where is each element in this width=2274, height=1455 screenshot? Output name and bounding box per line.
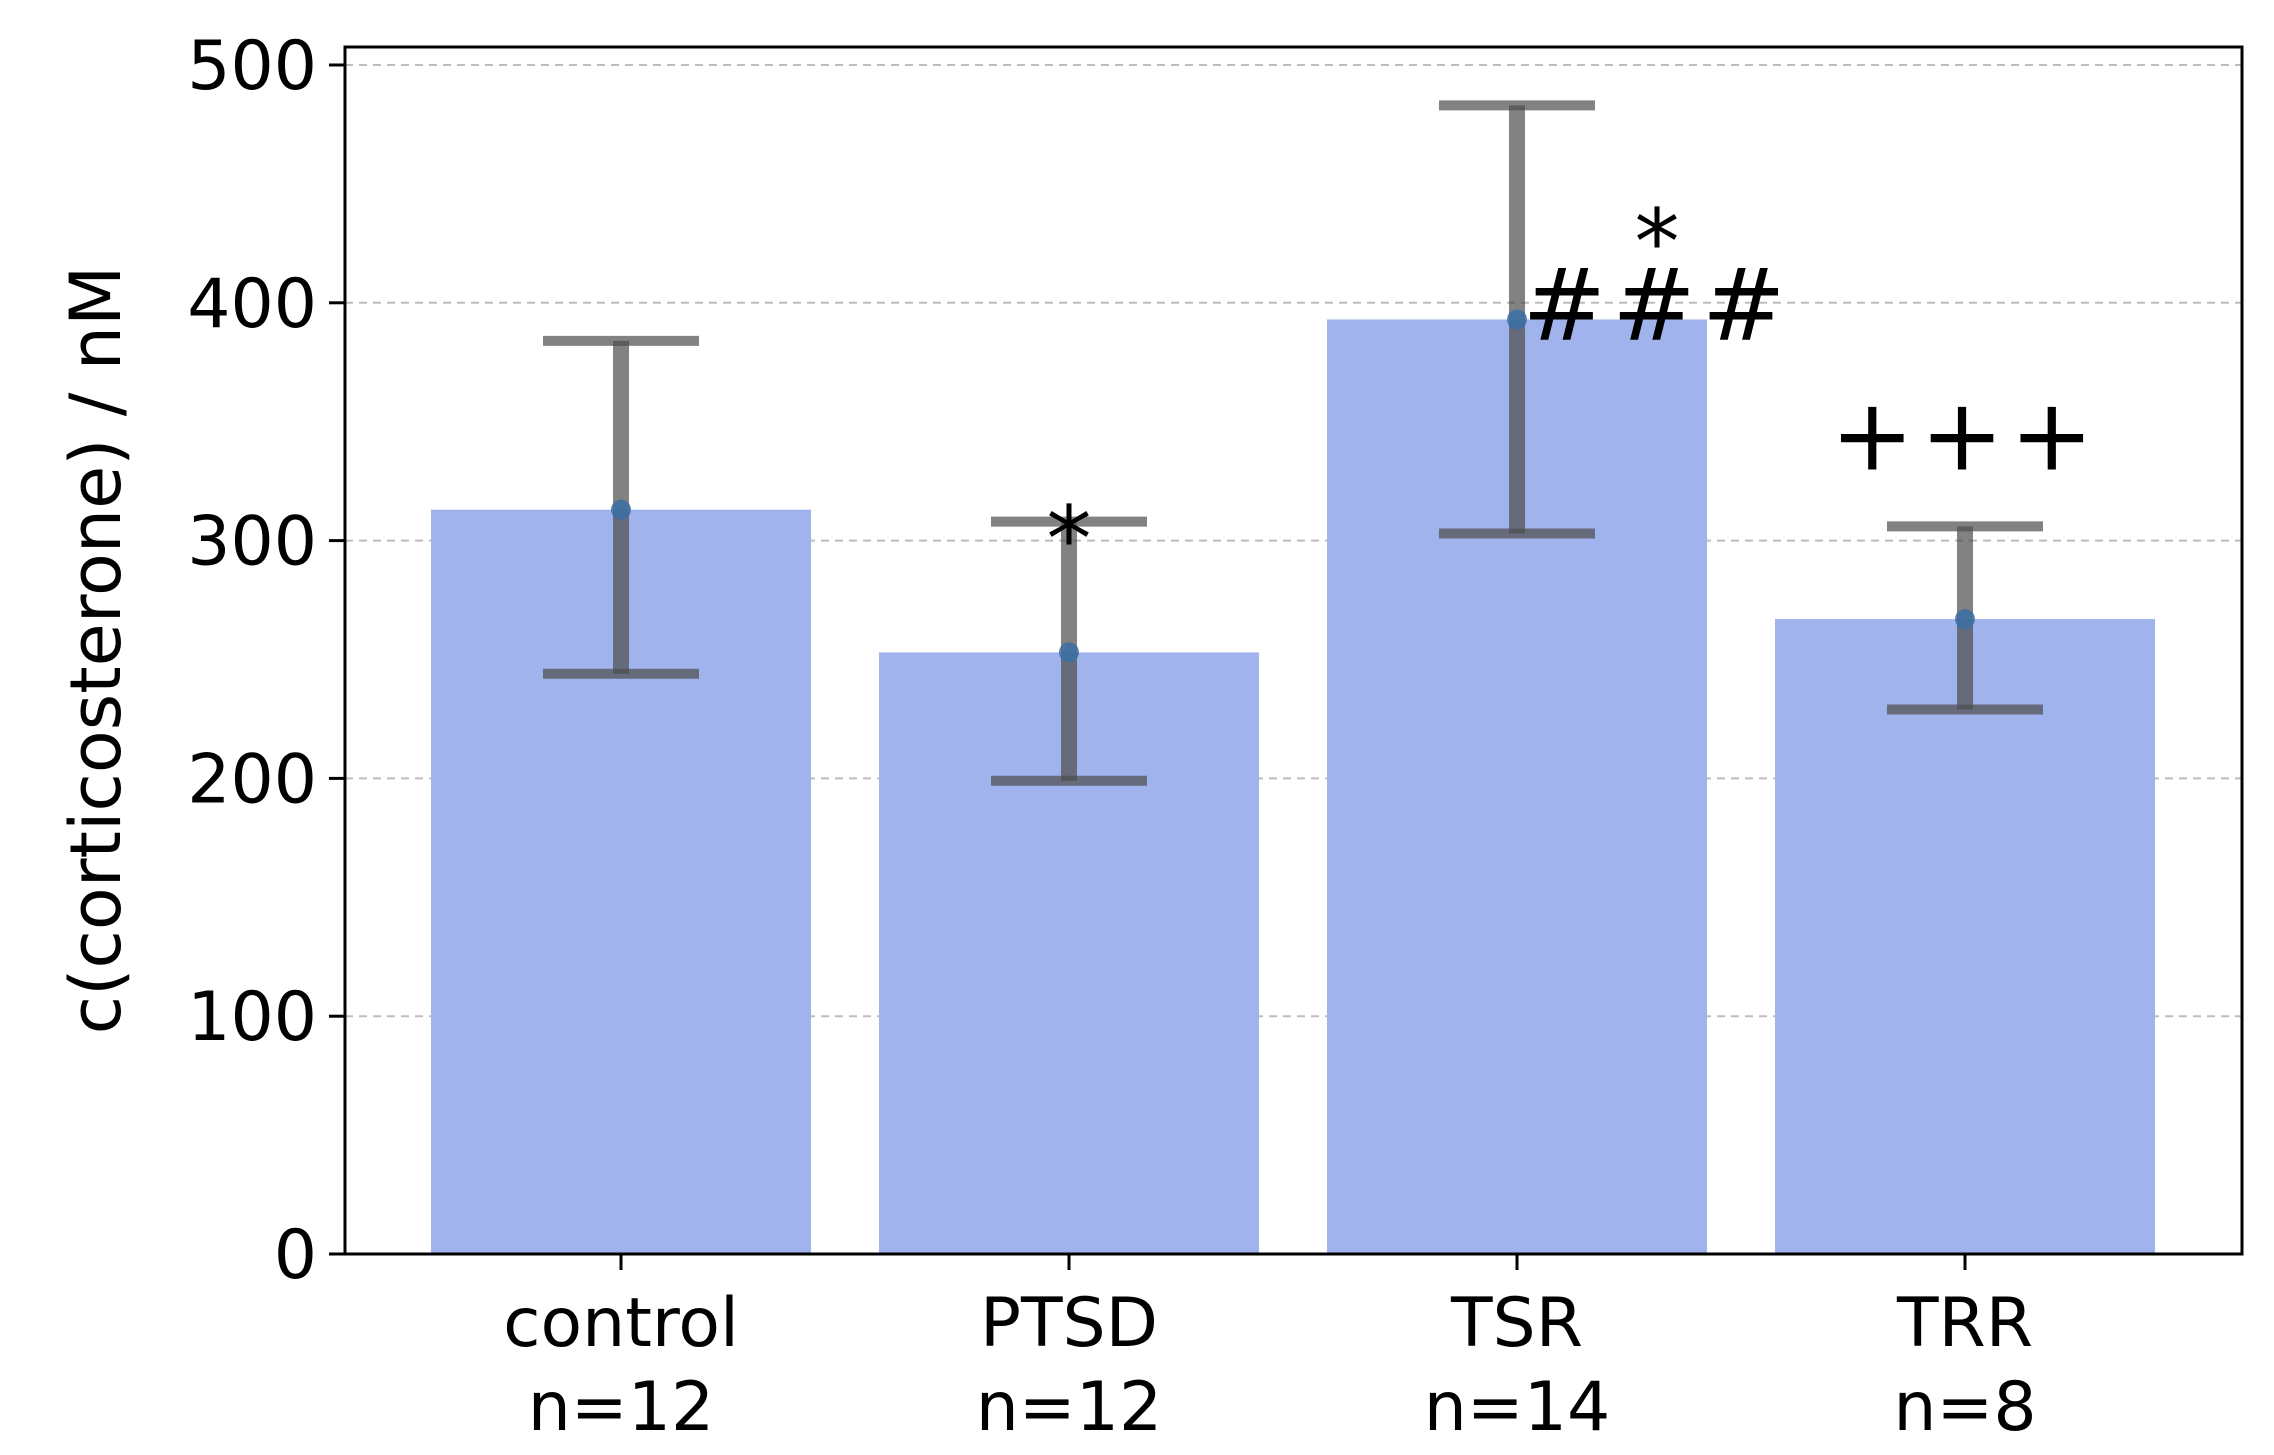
y-tick-label-100: 100 xyxy=(187,978,317,1057)
bar-layer xyxy=(431,319,2155,1254)
x-tick-label-ptsd: PTSD xyxy=(980,1284,1158,1363)
mean-point-control xyxy=(611,499,631,520)
x-tick-label-tsr: TSR xyxy=(1450,1284,1583,1363)
y-tick-label-0: 0 xyxy=(274,1216,317,1295)
sample-size-label-tsr: n=14 xyxy=(1424,1368,1611,1447)
significance-label-tsr-0: * xyxy=(1635,190,1680,295)
sample-size-label-ptsd: n=12 xyxy=(976,1368,1163,1447)
x-tick-label-control: control xyxy=(503,1284,739,1363)
y-tick-label-400: 400 xyxy=(187,265,317,344)
significance-label-tsr-1: ### xyxy=(1522,246,1791,363)
y-tick-label-200: 200 xyxy=(187,740,317,819)
sample-size-label-control: n=12 xyxy=(528,1368,715,1447)
y-tick-label-500: 500 xyxy=(187,27,317,106)
plot-frame xyxy=(343,45,2244,1256)
axis-layer xyxy=(329,45,2244,1270)
y-axis-label: c(corticosterone) / nM xyxy=(55,266,137,1035)
bar-trr xyxy=(1775,619,2155,1254)
annotation-layer: **###+++ xyxy=(1047,190,2099,593)
mean-point-tsr xyxy=(1507,309,1527,330)
x-tick-label-trr: TRR xyxy=(1896,1284,2033,1363)
sample-size-label-trr: n=8 xyxy=(1893,1368,2036,1447)
mean-point-ptsd xyxy=(1059,642,1079,663)
y-tick-label-300: 300 xyxy=(187,503,317,582)
label-layer: 0100200300400500controln=12PTSDn=12TSRn=… xyxy=(187,27,2036,1447)
error-layer xyxy=(543,100,2043,786)
significance-label-trr-0: +++ xyxy=(1830,376,2099,493)
significance-label-ptsd-0: * xyxy=(1047,488,1092,593)
mean-point-trr xyxy=(1955,609,1975,630)
